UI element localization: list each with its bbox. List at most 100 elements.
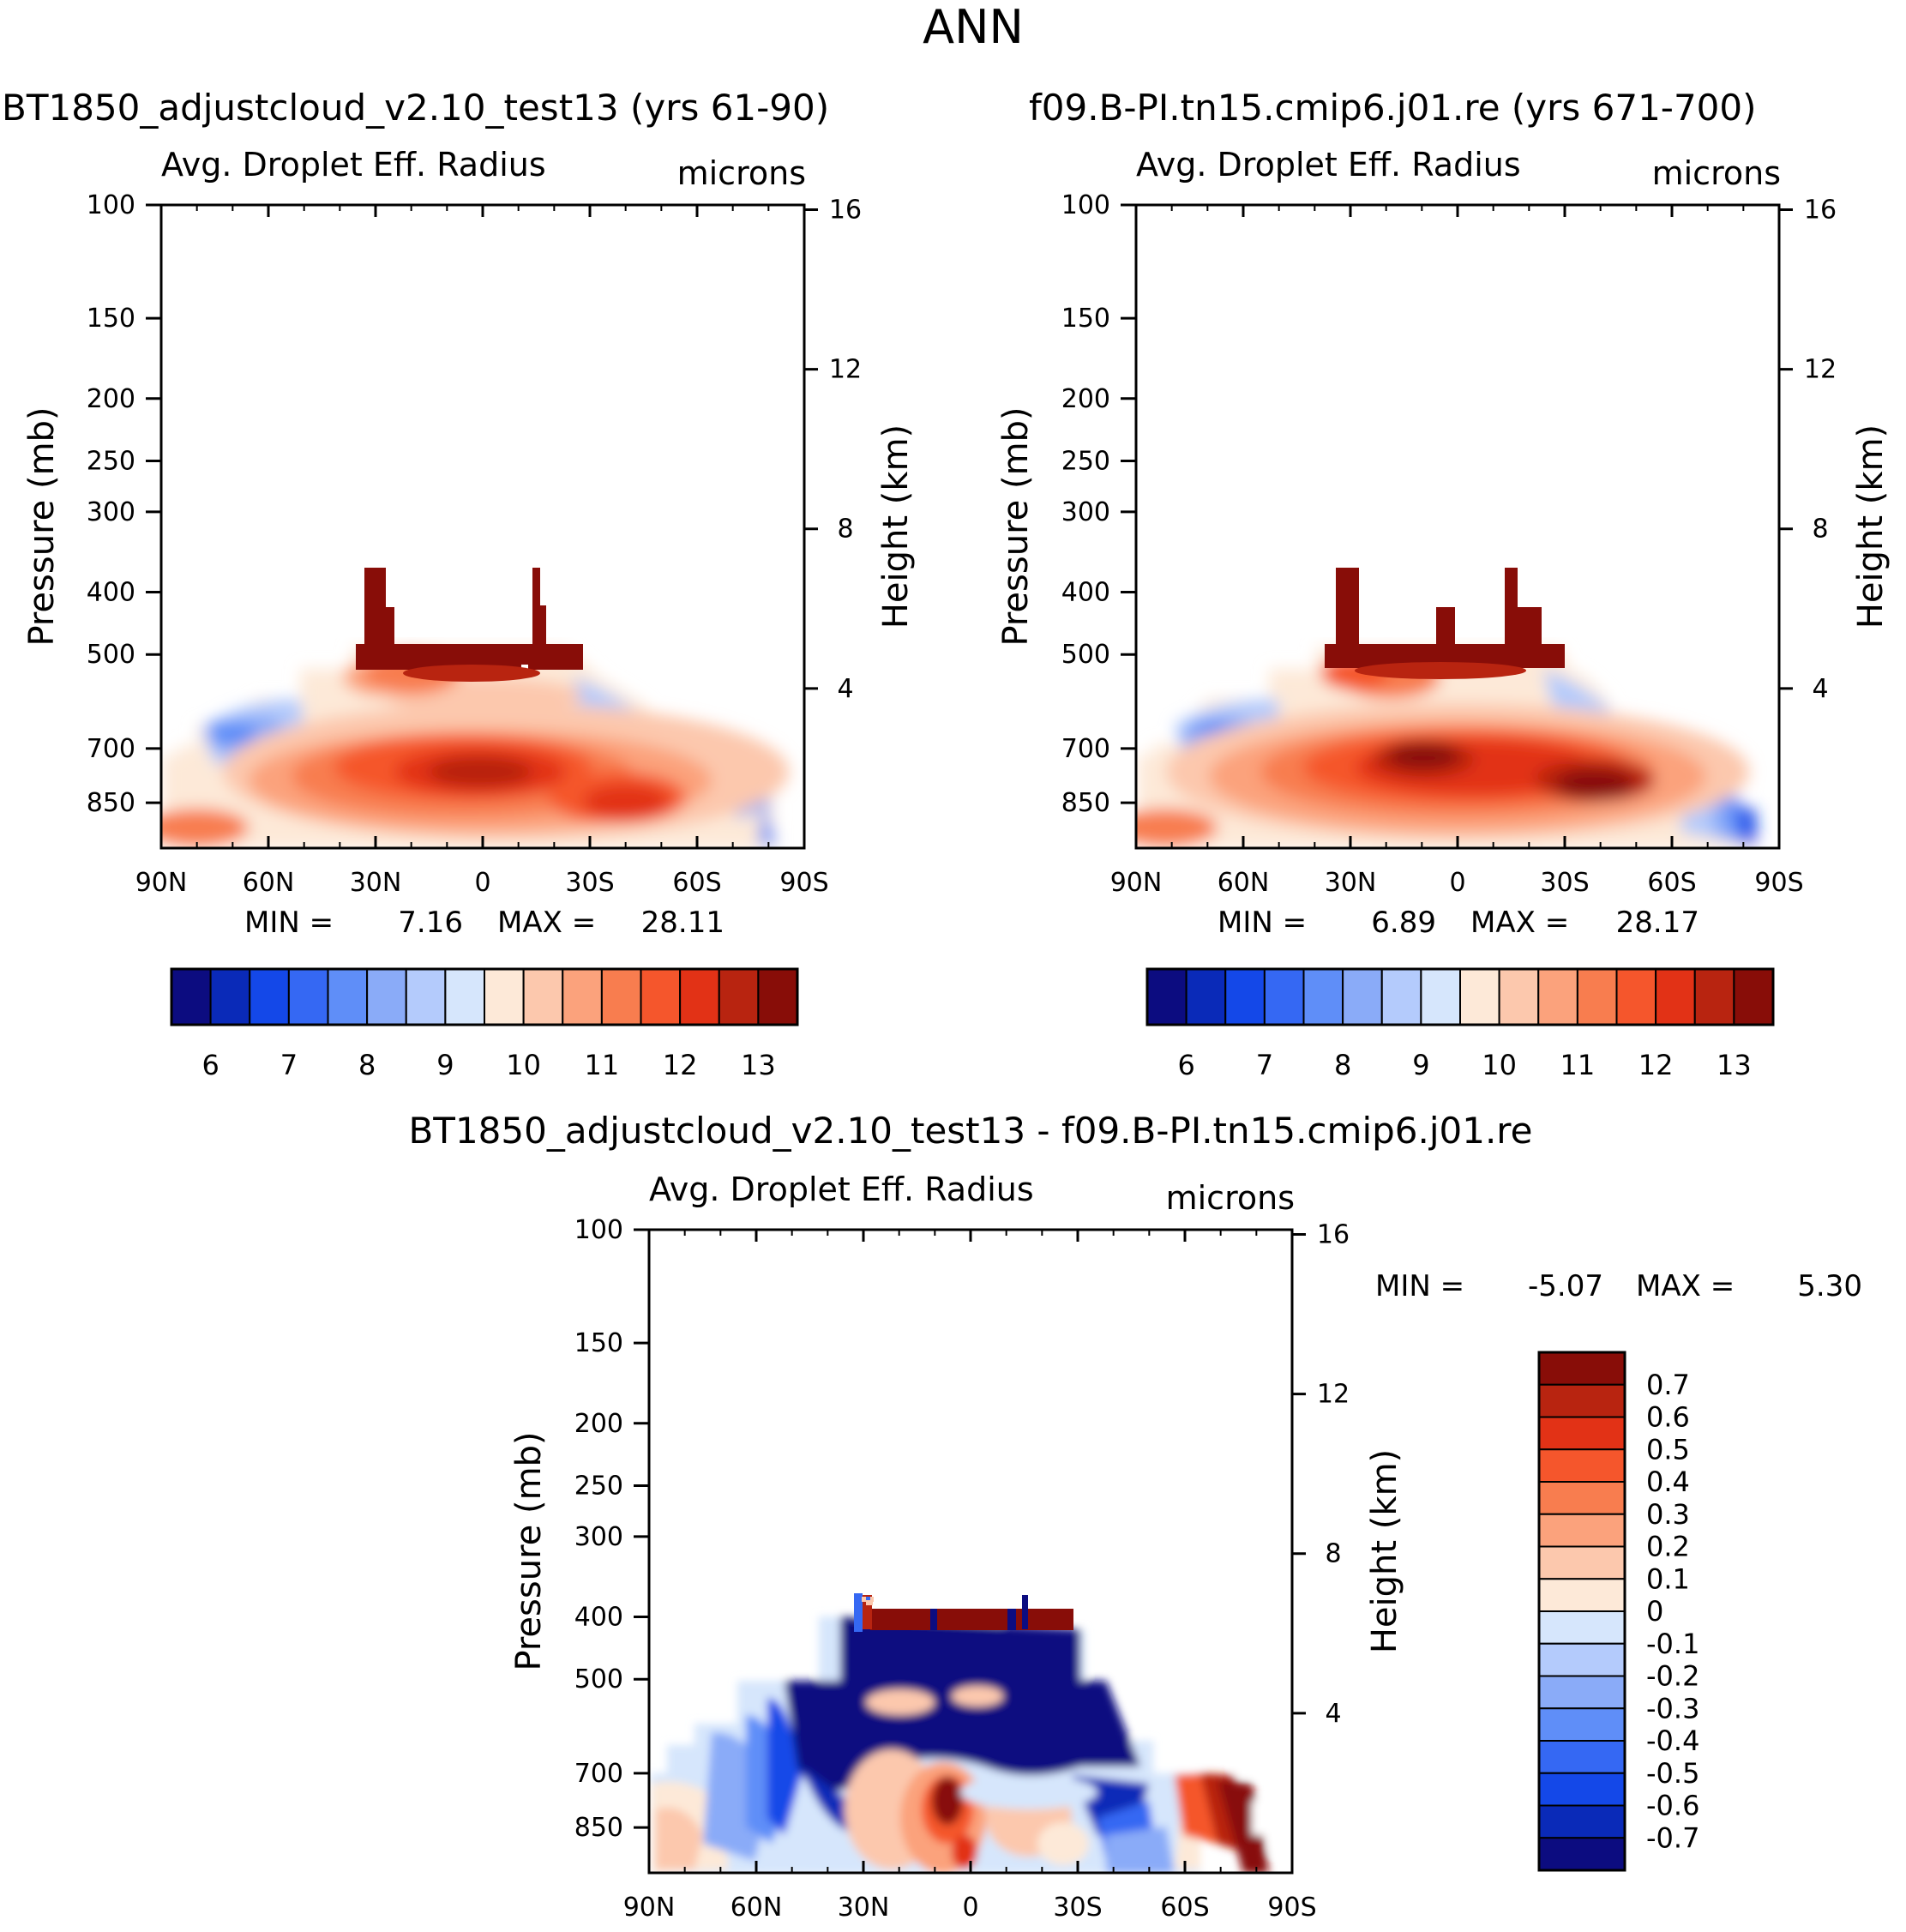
- panel-left-ylabel: Pressure (mb): [22, 406, 62, 646]
- x-tick-label: 0: [474, 868, 490, 898]
- colorbar-swatch: [444, 968, 485, 1026]
- panel-diff-max-label: MAX =: [1636, 1269, 1735, 1303]
- colorbar-swatch: [405, 968, 447, 1026]
- colorbar-frame: [170, 967, 799, 1026]
- panel-diff-title: BT1850_adjustcloud_v2.10_test13 - f09.B-…: [408, 1110, 1532, 1152]
- panel-left-min-label: MIN =: [244, 906, 334, 940]
- colorbar-swatch: [1693, 968, 1735, 1026]
- y2-tick-label: 4: [837, 674, 853, 704]
- y-tick-label: 100: [87, 190, 135, 220]
- y-tick-label: 250: [574, 1471, 623, 1501]
- colorbar-label: -0.3: [1646, 1692, 1699, 1724]
- x-tick-label: 90S: [779, 868, 828, 898]
- x-tick-label: 60N: [731, 1893, 783, 1923]
- panel-left-min-value: 7.16: [398, 906, 463, 940]
- colorbar-swatch: [1538, 1772, 1626, 1807]
- x-tick-label: 30S: [1053, 1893, 1102, 1923]
- y2-tick-label: 8: [1325, 1539, 1341, 1569]
- panel-diff-field: [651, 1593, 1292, 1873]
- colorbar-swatch: [718, 968, 760, 1026]
- colorbar-swatch: [600, 968, 642, 1026]
- x-tick-label: 0: [1449, 868, 1465, 898]
- panel-diff-colorbar: 0.70.60.50.40.30.20.10-0.1-0.2-0.3-0.4-0…: [1537, 1351, 1699, 1872]
- colorbar-swatch: [1538, 1707, 1626, 1742]
- colorbar-label: -0.4: [1646, 1724, 1699, 1757]
- y2-tick-label: 16: [829, 195, 862, 225]
- colorbar-label: 8: [1334, 1049, 1351, 1081]
- colorbar-label: 13: [1717, 1049, 1752, 1081]
- x-tick-label: 60N: [1218, 868, 1270, 898]
- colorbar-swatch: [209, 968, 251, 1026]
- panel-diff-ylabel: Pressure (mb): [509, 1431, 549, 1670]
- panel-diff-subtitle: Avg. Droplet Eff. Radius: [649, 1171, 1034, 1208]
- colorbar-label: 9: [1412, 1049, 1429, 1081]
- y-tick-label: 850: [87, 788, 135, 818]
- x-tick-label: 30S: [565, 868, 614, 898]
- colorbar-label: 0: [1646, 1595, 1663, 1628]
- y2-tick-label: 8: [837, 515, 853, 545]
- colorbar-swatch: [1655, 968, 1696, 1026]
- colorbar-label: 6: [201, 1049, 219, 1081]
- colorbar-swatch: [1576, 968, 1618, 1026]
- colorbar-swatch: [1538, 1610, 1626, 1645]
- y-tick-label: 300: [1061, 497, 1110, 527]
- colorbar-label: 0.6: [1646, 1401, 1690, 1434]
- colorbar-label: -0.7: [1646, 1821, 1699, 1854]
- colorbar-swatch: [1420, 968, 1461, 1026]
- y-tick-label: 150: [1061, 304, 1110, 334]
- x-tick-label: 60S: [1647, 868, 1696, 898]
- panel-left-title: BT1850_adjustcloud_v2.10_test13 (yrs 61-…: [2, 87, 829, 129]
- colorbar-label: 9: [436, 1049, 454, 1081]
- y-tick-label: 100: [1061, 190, 1110, 220]
- panel-right-max-value: 28.17: [1616, 906, 1699, 940]
- colorbar-swatch: [640, 968, 682, 1026]
- x-tick-label: 30S: [1540, 868, 1589, 898]
- colorbar-swatch: [1538, 1642, 1626, 1677]
- y-tick-label: 200: [87, 384, 135, 414]
- panel-left-y2label: Height (km): [876, 424, 916, 629]
- y-tick-label: 250: [87, 446, 135, 476]
- colorbar-label: 10: [506, 1049, 541, 1081]
- panel-left-field: [161, 568, 789, 848]
- colorbar-frame: [1537, 1351, 1626, 1872]
- panel-diff: BT1850_adjustcloud_v2.10_test13 - f09.B-…: [408, 1110, 1862, 1923]
- colorbar-swatch: [366, 968, 407, 1026]
- colorbar-swatch: [1538, 1481, 1626, 1515]
- panel-diff-axes: 90N 60N 30N 0 30S 60S 90S 100 150 200 250 300 400 500…: [574, 1215, 1350, 1923]
- panel-right-min-label: MIN =: [1218, 906, 1307, 940]
- x-tick-label: 90S: [1754, 868, 1803, 898]
- colorbar-label: -0.5: [1646, 1757, 1699, 1790]
- y-tick-label: 700: [574, 1759, 623, 1789]
- colorbar-label: 6: [1177, 1049, 1194, 1081]
- colorbar-label: 12: [1638, 1049, 1674, 1081]
- panel-left-subtitle: Avg. Droplet Eff. Radius: [161, 146, 546, 184]
- colorbar-swatch: [1302, 968, 1344, 1026]
- panel-right-ylabel: Pressure (mb): [996, 406, 1036, 646]
- colorbar-swatch: [1733, 968, 1774, 1026]
- panel-right-units: microns: [1652, 154, 1781, 192]
- y2-tick-label: 16: [1317, 1219, 1350, 1249]
- y2-tick-label: 16: [1804, 195, 1837, 225]
- x-tick-label: 60S: [1160, 1893, 1209, 1923]
- colorbar-swatch: [1263, 968, 1305, 1026]
- colorbar-swatch: [171, 968, 212, 1026]
- panel-right-max-label: MAX =: [1470, 906, 1569, 940]
- panel-left-max-label: MAX =: [497, 906, 596, 940]
- y2-tick-label: 4: [1325, 1699, 1341, 1729]
- colorbar-swatch: [1342, 968, 1383, 1026]
- colorbar-swatch: [679, 968, 720, 1026]
- colorbar-label: 0.3: [1646, 1498, 1690, 1531]
- colorbar-swatch: [1498, 968, 1540, 1026]
- colorbar-swatch: [1538, 1448, 1626, 1483]
- y2-tick-label: 12: [829, 355, 862, 385]
- x-tick-label: 30N: [838, 1893, 890, 1923]
- x-tick-label: 30N: [350, 868, 402, 898]
- panel-left: BT1850_adjustcloud_v2.10_test13 (yrs 61-…: [2, 87, 916, 1081]
- colorbar-label: 8: [358, 1049, 376, 1081]
- y-tick-label: 500: [574, 1664, 623, 1694]
- colorbar-label: -0.2: [1646, 1660, 1699, 1693]
- panel-diff-max-value: 5.30: [1797, 1269, 1862, 1303]
- figure-title: ANN: [923, 0, 1024, 54]
- colorbar-swatch: [1380, 968, 1422, 1026]
- colorbar-swatch: [1146, 968, 1187, 1026]
